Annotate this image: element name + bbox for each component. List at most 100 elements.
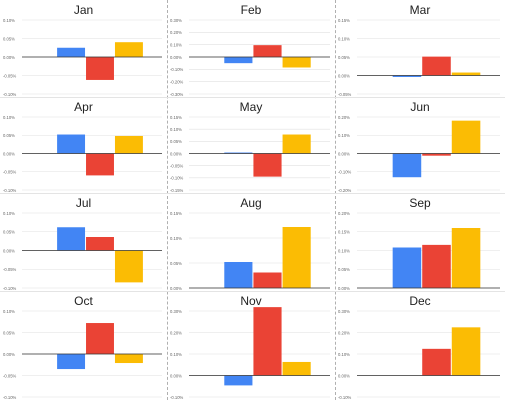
y-tick-label: -0.05% xyxy=(3,373,17,378)
y-tick-label: -0.05% xyxy=(338,92,352,97)
chart-title: May xyxy=(240,100,263,114)
y-tick-label: 0.10% xyxy=(170,42,182,47)
bar-jul-c xyxy=(114,250,143,283)
chart-aug: Aug 0.15% 0.10% 0.05% 0.00% xyxy=(170,196,330,291)
y-tick-label: 0.00% xyxy=(338,151,350,156)
row-separator xyxy=(0,97,505,98)
y-tick-label: 0.10% xyxy=(338,248,350,253)
y-tick-label: -0.10% xyxy=(170,395,184,400)
bar-feb-c xyxy=(282,57,311,68)
bar-feb-a xyxy=(224,57,253,64)
chart-title: Nov xyxy=(240,294,261,308)
y-tick-label: 0.05% xyxy=(3,330,15,335)
y-tick-label: 0.00% xyxy=(170,373,182,378)
y-tick-label: 0.15% xyxy=(338,230,350,235)
y-tick-label: -0.10% xyxy=(3,92,17,97)
y-tick-label: 0.10% xyxy=(338,133,350,138)
chart-title: Sep xyxy=(409,196,431,210)
bar-may-a xyxy=(224,152,253,154)
chart-title: Feb xyxy=(241,3,262,17)
y-tick-label: 0.30% xyxy=(170,18,182,23)
y-tick-label: 0.10% xyxy=(170,236,182,241)
y-tick-label: 0.10% xyxy=(338,352,350,357)
bar-oct-b xyxy=(86,323,114,354)
chart-title: Jan xyxy=(74,3,93,17)
bar-apr-a xyxy=(57,134,86,154)
y-tick-label: 0.20% xyxy=(338,330,350,335)
chart-jul: Jul 0.10% 0.05% 0.00% -0.05% -0.10% xyxy=(3,196,162,291)
chart-apr: Apr 0.10% 0.05% 0.00% -0.05% -0.10% xyxy=(3,100,162,193)
y-tick-label: 0.00% xyxy=(338,286,350,291)
bar-aug-b xyxy=(253,272,282,288)
y-tick-label: 0.10% xyxy=(3,18,15,23)
bar-jul-b xyxy=(86,237,114,251)
column-separator xyxy=(335,0,336,400)
bar-sep-b xyxy=(422,244,451,288)
row-separator xyxy=(0,193,505,194)
bar-jan-b xyxy=(86,57,114,80)
y-tick-label: 0.05% xyxy=(3,36,15,41)
row-separator xyxy=(0,291,505,292)
chart-title: Jul xyxy=(76,196,91,210)
y-tick-label: 0.05% xyxy=(170,261,182,266)
y-tick-label: 0.05% xyxy=(170,139,182,144)
y-tick-label: 0.10% xyxy=(338,36,350,41)
chart-title: Oct xyxy=(74,294,93,308)
y-tick-label: -0.10% xyxy=(3,286,17,291)
y-tick-label: 0.00% xyxy=(3,55,15,60)
y-tick-label: -0.10% xyxy=(338,170,352,175)
bar-oct-c xyxy=(114,354,143,364)
y-tick-label: 0.05% xyxy=(338,267,350,272)
bar-jan-a xyxy=(57,47,86,57)
chart-jun: Jun 0.20% 0.10% 0.00% -0.10% -0.20% xyxy=(338,100,500,193)
y-tick-label: 0.00% xyxy=(3,248,15,253)
y-tick-label: 0.10% xyxy=(170,127,182,132)
y-tick-label: -0.10% xyxy=(170,67,184,72)
y-tick-label: 0.30% xyxy=(170,309,182,314)
bar-jun-a xyxy=(392,153,422,178)
y-tick-label: 0.00% xyxy=(170,151,182,156)
y-tick-label: 0.10% xyxy=(3,211,15,216)
y-tick-label: 0.00% xyxy=(338,73,350,78)
y-tick-label: 0.00% xyxy=(170,55,182,60)
y-tick-label: -0.15% xyxy=(170,188,184,193)
y-tick-label: -0.20% xyxy=(170,79,184,84)
chart-jan: Jan 0.10% 0.05% 0.00% -0.05% -0.10% xyxy=(3,3,162,97)
y-tick-label: 0.05% xyxy=(338,55,350,60)
y-tick-label: 0.00% xyxy=(338,373,350,378)
chart-may: May 0.15% 0.10% 0.05% 0.00% -0.05% -0.10% -0.15… xyxy=(170,100,330,193)
bar-nov-b xyxy=(253,307,282,376)
y-tick-label: -0.05% xyxy=(170,163,184,168)
bar-jul-a xyxy=(57,227,86,251)
bar-oct-a xyxy=(57,354,86,370)
y-tick-label: -0.05% xyxy=(3,267,17,272)
chart-sep: Sep 0.20% 0.15% 0.10% 0.05% 0.00% xyxy=(338,196,500,291)
bar-mar-c xyxy=(451,72,481,76)
bar-nov-a xyxy=(224,375,253,386)
bar-jan-c xyxy=(114,42,143,57)
bar-mar-b xyxy=(422,56,451,76)
bar-apr-b xyxy=(86,153,114,176)
y-tick-label: -0.30% xyxy=(170,92,184,97)
y-tick-label: 0.00% xyxy=(3,352,15,357)
bar-apr-c xyxy=(114,135,143,154)
y-tick-label: 0.05% xyxy=(3,230,15,235)
y-tick-label: -0.10% xyxy=(3,188,17,193)
y-tick-label: 0.20% xyxy=(170,330,182,335)
bar-nov-c xyxy=(282,361,311,376)
y-tick-label: 0.10% xyxy=(170,352,182,357)
bar-mar-a xyxy=(392,75,422,77)
y-tick-label: 0.20% xyxy=(170,30,182,35)
chart-dec: Dec 0.30% 0.20% 0.10% 0.00% -0.10% xyxy=(338,294,500,400)
y-tick-label: 0.15% xyxy=(170,211,182,216)
bar-may-b xyxy=(253,153,282,177)
bar-aug-a xyxy=(224,262,253,288)
chart-feb: Feb 0.30% 0.20% 0.10% 0.00% -0.10% -0.20% -0.30… xyxy=(170,3,330,97)
chart-title: Dec xyxy=(409,294,430,308)
y-tick-label: -0.10% xyxy=(170,176,184,181)
y-tick-label: 0.20% xyxy=(338,115,350,120)
y-tick-label: 0.05% xyxy=(3,133,15,138)
y-tick-label: -0.05% xyxy=(3,170,17,175)
column-separator xyxy=(167,0,168,400)
